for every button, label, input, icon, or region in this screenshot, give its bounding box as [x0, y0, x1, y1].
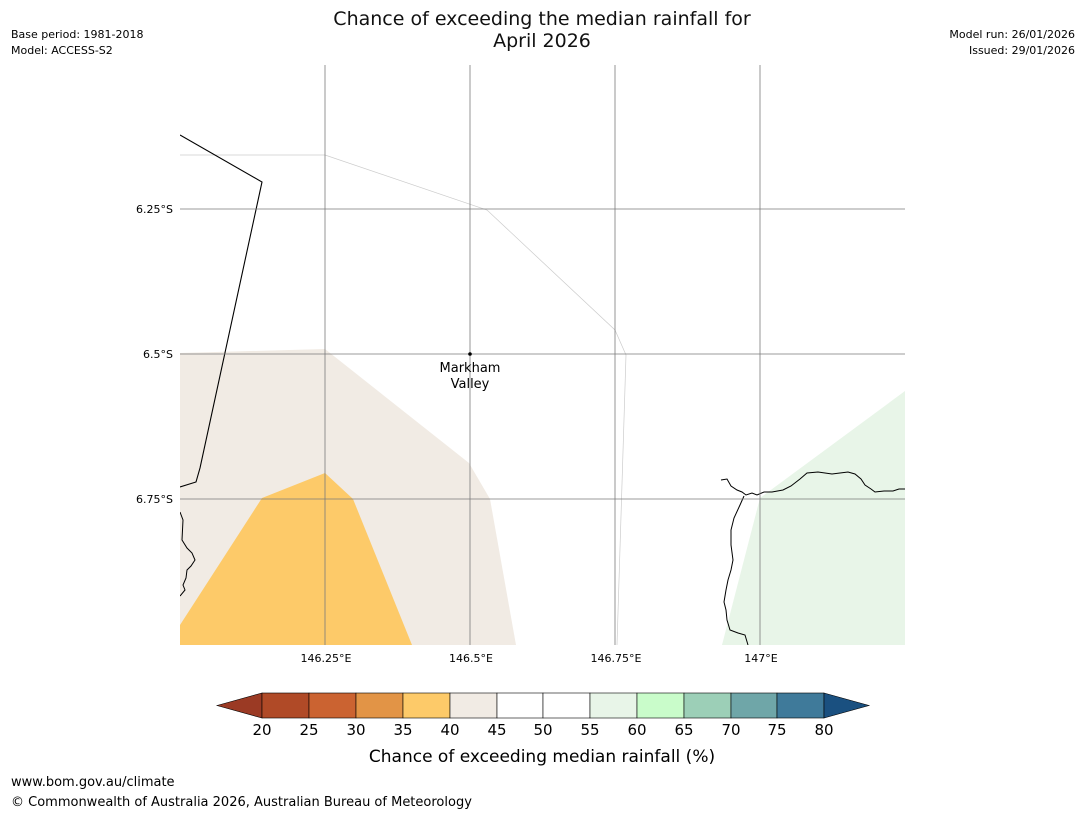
- colorbar-bin-50-55: [542, 692, 591, 719]
- colorbar-tick-20: 20: [252, 721, 271, 739]
- colorbar-tick-65: 65: [674, 721, 693, 739]
- colorbar-extend-low: [215, 692, 263, 719]
- colorbar-bin-20-25: [261, 692, 310, 719]
- colorbar-tick-55: 55: [580, 721, 599, 739]
- colorbar-tick-30: 30: [346, 721, 365, 739]
- place-name-line-1: Markham: [440, 361, 501, 376]
- location-marker: [468, 352, 472, 356]
- colorbar-tick-75: 75: [767, 721, 786, 739]
- colorbar: 20 25 30 35 40 45 50 55 60 65 70 75 80 C…: [215, 692, 871, 767]
- colorbar-tick-45: 45: [487, 721, 506, 739]
- colorbar-tick-80: 80: [814, 721, 833, 739]
- lat-tick-label-1: 6.5°S: [143, 348, 173, 361]
- chart-title: Chance of exceeding the median rainfall …: [242, 8, 842, 52]
- meta-right: Model run: 26/01/2026 Issued: 29/01/2026: [949, 27, 1075, 59]
- lon-tick-label-2: 146.75°E: [591, 652, 642, 665]
- colorbar-tick-35: 35: [393, 721, 412, 739]
- title-line-2: April 2026: [493, 30, 591, 52]
- colorbar-bin-45-50: [496, 692, 544, 719]
- colorbar-bin-55-60: [589, 692, 638, 719]
- region-35-40: [180, 473, 412, 645]
- international-border: [180, 134, 263, 488]
- coastline-west: [180, 511, 196, 597]
- colorbar-extend-high: [823, 692, 871, 719]
- colorbar-tick-50: 50: [533, 721, 552, 739]
- footer-url[interactable]: www.bom.gov.au/climate: [11, 775, 175, 790]
- colorbar-bin-70-75: [730, 692, 778, 719]
- issued-date: Issued: 29/01/2026: [968, 44, 1075, 57]
- colorbar-tick-70: 70: [721, 721, 740, 739]
- colorbar-tick-40: 40: [440, 721, 459, 739]
- base-period: Base period: 1981-2018: [11, 28, 144, 41]
- coastline-east-south: [723, 495, 749, 645]
- colorbar-tick-25: 25: [299, 721, 318, 739]
- colorbar-bin-30-35: [355, 692, 404, 719]
- graticule: [180, 65, 905, 645]
- region-55-60: [722, 391, 905, 645]
- colorbar-bin-25-30: [308, 692, 357, 719]
- map-area: Markham Valley: [180, 65, 905, 645]
- model-run: Model run: 26/01/2026: [949, 28, 1075, 41]
- colorbar-bin-65-70: [683, 692, 732, 719]
- colorbar-tick-60: 60: [627, 721, 646, 739]
- province-boundary: [180, 154, 627, 645]
- colorbar-bin-35-40: [402, 692, 451, 719]
- title-line-1: Chance of exceeding the median rainfall …: [333, 8, 751, 30]
- meta-left: Base period: 1981-2018 Model: ACCESS-S2: [11, 27, 143, 59]
- lat-tick-label-0: 6.25°S: [136, 203, 173, 216]
- lat-tick-label-2: 6.75°S: [136, 493, 173, 506]
- model-name: Model: ACCESS-S2: [11, 44, 113, 57]
- coastline-east: [720, 471, 905, 496]
- place-name-line-2: Valley: [451, 377, 490, 392]
- colorbar-bin-40-45: [449, 692, 498, 719]
- lon-tick-label-0: 146.25°E: [301, 652, 352, 665]
- lon-tick-label-3: 147°E: [744, 652, 777, 665]
- lon-tick-label-1: 146.5°E: [449, 652, 493, 665]
- colorbar-bin-75-80: [776, 692, 825, 719]
- colorbar-title: Chance of exceeding median rainfall (%): [369, 747, 715, 767]
- colorbar-bin-60-65: [636, 692, 685, 719]
- footer-copyright: © Commonwealth of Australia 2026, Austra…: [11, 795, 472, 810]
